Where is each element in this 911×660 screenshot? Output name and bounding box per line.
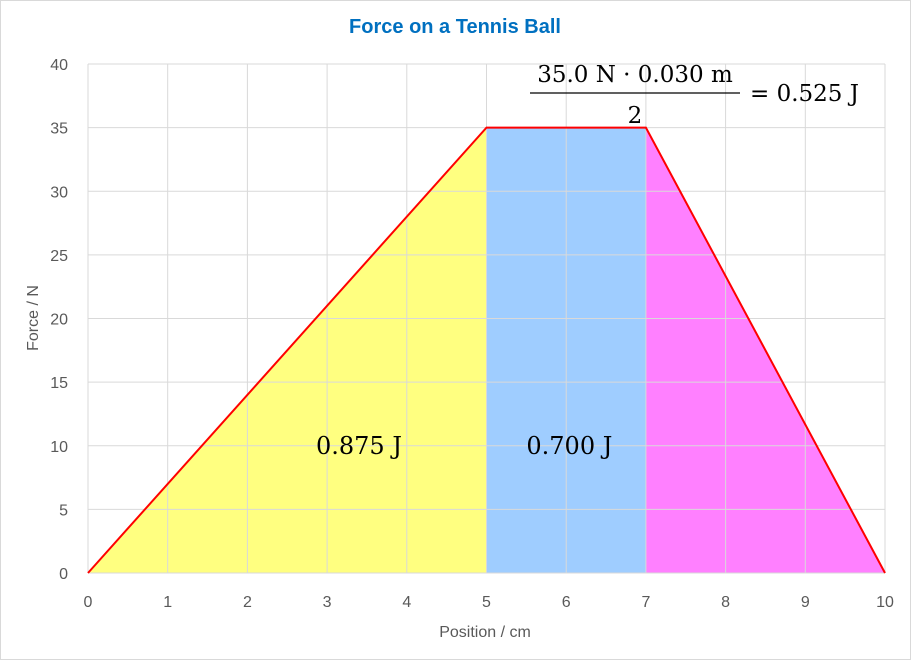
x-tick-label-9: 9 [801,594,810,611]
x-tick-label-5: 5 [482,594,491,611]
x-axis-label: Position / cm [439,624,531,641]
x-tick-label-8: 8 [721,594,730,611]
equation-numerator: 35.0 N · 0.030 m [537,62,733,88]
equation-denominator: 2 [628,103,643,129]
gridlines [87,63,886,574]
energy-equation-annotation: 35.0 N · 0.030 m 2 = 0.525 J [530,62,859,129]
x-tick-label-7: 7 [641,594,650,611]
x-tick-label-10: 10 [876,594,894,611]
y-tick-label-3: 15 [50,375,68,392]
y-tick-label-1: 5 [59,502,68,519]
x-tick-label-0: 0 [84,594,93,611]
y-tick-label-4: 20 [50,312,68,329]
x-tick-label-2: 2 [243,594,252,611]
x-tick-label-3: 3 [323,594,332,611]
x-tick-label-6: 6 [562,594,571,611]
chart-title: Force on a Tennis Ball [349,16,561,38]
force-line [87,126,886,574]
region-2-energy-label: 0.700 J [526,432,612,460]
y-tick-label-2: 10 [50,439,68,456]
y-tick-label-0: 0 [59,566,68,583]
equation-result: = 0.525 J [750,81,859,107]
y-tick-label-5: 25 [50,248,68,265]
x-tick-label-1: 1 [163,594,172,611]
region-energy-labels: 0.875 J 0.700 J [316,432,612,460]
region-1-energy-label: 0.875 J [316,432,402,460]
x-tick-labels: 0 1 2 3 4 5 6 7 8 9 10 [84,594,894,611]
x-tick-label-4: 4 [402,594,411,611]
y-axis-label: Force / N [25,285,42,351]
force-line-series [87,126,886,574]
y-tick-label-8: 40 [50,57,68,74]
y-tick-label-7: 35 [50,121,68,138]
y-tick-label-6: 30 [50,184,68,201]
y-tick-labels: 0 5 10 15 20 25 30 35 40 [50,57,68,583]
